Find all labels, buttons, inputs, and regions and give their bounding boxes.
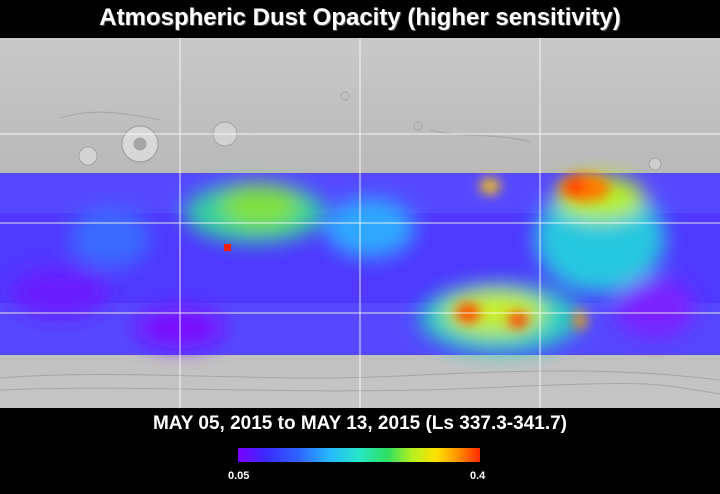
colorbar-min-label: 0.05 <box>228 470 250 482</box>
relief-features <box>0 91 720 395</box>
map-title: Atmospheric Dust Opacity (higher sensiti… <box>99 4 621 31</box>
dust-hotspots <box>456 174 610 330</box>
colorbar <box>238 448 480 462</box>
hotspot-pixel <box>224 244 231 251</box>
colorbar-max-label: 0.4 <box>470 470 486 482</box>
date-range-label: MAY 05, 2015 to MAY 13, 2015 (Ls 337.3-3… <box>152 413 568 434</box>
colorbar-gradient <box>238 448 480 462</box>
dust-opacity-map <box>0 38 720 408</box>
grid-lines <box>0 38 720 408</box>
map-canvas <box>0 38 720 408</box>
